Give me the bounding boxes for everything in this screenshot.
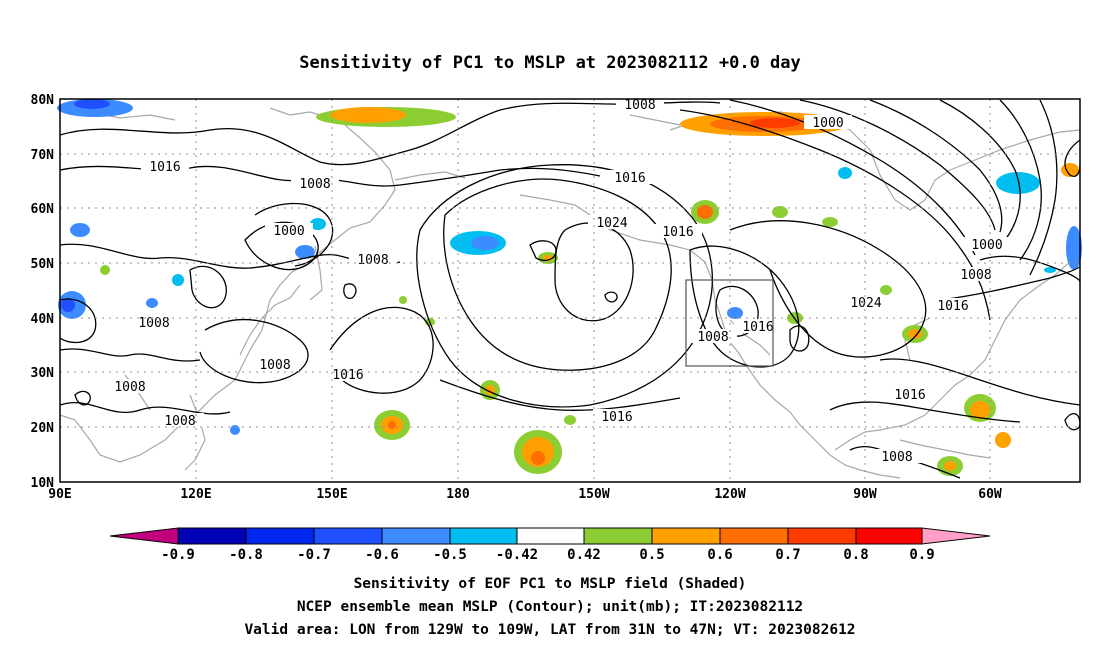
contour-label: 1000	[273, 224, 304, 239]
colorbar-tick-label: 0.9	[909, 547, 934, 563]
colorbar-tick-label: 0.7	[775, 547, 800, 563]
lon-tick-label: 120W	[714, 487, 745, 502]
caption-line: Sensitivity of EOF PC1 to MSLP field (Sh…	[354, 576, 747, 592]
lat-tick-label: 40N	[31, 312, 55, 327]
contour-label: 1008	[259, 358, 290, 373]
colorbar-tick-label: -0.8	[229, 547, 263, 563]
colorbar-tick-label: -0.9	[161, 547, 195, 563]
lon-tick-label: 150W	[578, 487, 609, 502]
lon-tick-label: 180	[446, 487, 470, 502]
colorbar-segment	[516, 527, 585, 545]
lon-tick-label: 90E	[48, 487, 71, 502]
lat-tick-label: 50N	[31, 257, 55, 272]
colorbar-segment	[583, 527, 653, 545]
colorbar-arrow-left	[109, 527, 179, 545]
colorbar-arrow-right	[921, 527, 991, 545]
colorbar-segment	[381, 527, 451, 545]
contour-label: 1008	[357, 253, 388, 268]
lat-tick-label: 70N	[31, 148, 55, 163]
map-frame	[59, 98, 1081, 483]
colorbar-tick-label: 0.8	[843, 547, 868, 563]
colorbar-tick-label: -0.5	[433, 547, 467, 563]
map-panel: 1008 1016 1008 1000 1008 1016 1024 1016 …	[57, 97, 1082, 483]
contour-label: 1016	[614, 171, 645, 186]
colorbar-segment	[651, 527, 721, 545]
figure-title: Sensitivity of PC1 to MSLP at 2023082112…	[299, 53, 801, 73]
colorbar-tick-label: 0.6	[707, 547, 732, 563]
contour-label: 1008	[114, 380, 145, 395]
contour-label: 1024	[596, 216, 627, 231]
colorbar-segment	[177, 527, 247, 545]
contour-label: 1016	[332, 368, 363, 383]
contour-label: 1000	[812, 116, 843, 131]
colorbar-segment	[787, 527, 857, 545]
colorbar-segment	[449, 527, 518, 545]
colorbar: -0.9 -0.8 -0.7 -0.6 -0.5 -0.42 0.42 0.5 …	[109, 527, 991, 563]
lon-tick-label: 150E	[316, 487, 347, 502]
contour-label: 1016	[742, 320, 773, 335]
colorbar-tick-label: -0.7	[297, 547, 331, 563]
lon-tick-label: 120E	[180, 487, 211, 502]
contour-label: 1008	[881, 450, 912, 465]
contour-label: 1008	[164, 414, 195, 429]
lat-tick-label: 80N	[31, 93, 55, 108]
colorbar-tick-label: -0.6	[365, 547, 399, 563]
contour-label: 1016	[149, 160, 180, 175]
lat-lon-grid	[60, 99, 1080, 482]
contour-label: 1008	[299, 177, 330, 192]
lon-tick-label: 60W	[978, 487, 1002, 502]
contour-label: 1008	[138, 316, 169, 331]
colorbar-segment	[855, 527, 923, 545]
contour-label: 1024	[850, 296, 881, 311]
latitude-axis: 80N 70N 60N 50N 40N 30N 20N 10N	[31, 93, 55, 491]
contour-label: 1016	[937, 299, 968, 314]
contour-label: 1000	[971, 238, 1002, 253]
caption-line: NCEP ensemble mean MSLP (Contour); unit(…	[297, 599, 803, 615]
contour-labels: 1008 1016 1008 1000 1008 1016 1024 1016 …	[106, 97, 1011, 465]
colorbar-tick-label: 0.5	[639, 547, 664, 563]
contour-label: 1016	[601, 410, 632, 425]
caption-block: Sensitivity of EOF PC1 to MSLP field (Sh…	[244, 576, 855, 638]
contour-label: 1008	[697, 330, 728, 345]
lat-tick-label: 20N	[31, 421, 55, 436]
colorbar-tick-label: 0.42	[567, 547, 601, 563]
valid-area-box	[685, 279, 774, 367]
contour-label: 1016	[894, 388, 925, 403]
colorbar-tick-label: -0.42	[496, 547, 538, 563]
lat-tick-label: 30N	[31, 366, 55, 381]
lat-tick-label: 60N	[31, 202, 55, 217]
longitude-axis: 90E 120E 150E 180 150W 120W 90W 60W	[48, 487, 1002, 502]
colorbar-segment	[245, 527, 315, 545]
lat-tick-label: 10N	[31, 476, 55, 491]
contour-label: 1008	[624, 98, 655, 113]
contour-label: 1008	[960, 268, 991, 283]
contour-label: 1016	[662, 225, 693, 240]
coastlines	[59, 107, 1081, 479]
colorbar-segment	[719, 527, 789, 545]
lon-tick-label: 90W	[853, 487, 877, 502]
caption-line: Valid area: LON from 129W to 109W, LAT f…	[244, 622, 855, 638]
colorbar-segment	[313, 527, 383, 545]
